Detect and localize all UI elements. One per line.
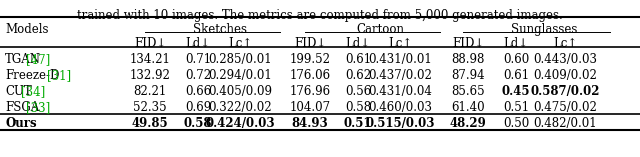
Text: 0.51: 0.51	[503, 101, 529, 114]
Text: 88.98: 88.98	[451, 53, 484, 66]
Text: Ld↓: Ld↓	[346, 37, 371, 50]
Text: 132.92: 132.92	[129, 69, 170, 82]
Text: 104.07: 104.07	[289, 101, 331, 114]
Text: [47]: [47]	[26, 53, 50, 66]
Text: 176.06: 176.06	[289, 69, 331, 82]
Text: 0.409/0.02: 0.409/0.02	[533, 69, 597, 82]
Text: 0.50: 0.50	[503, 117, 529, 130]
Text: 0.61: 0.61	[345, 53, 371, 66]
Text: Ours: Ours	[5, 117, 36, 130]
Text: 0.431/0.04: 0.431/0.04	[368, 85, 432, 98]
Text: Lc↑: Lc↑	[388, 37, 412, 50]
Text: 0.515/0.03: 0.515/0.03	[365, 117, 435, 130]
Text: 176.96: 176.96	[289, 85, 331, 98]
Text: 61.40: 61.40	[451, 101, 485, 114]
Text: 0.437/0.02: 0.437/0.02	[368, 69, 432, 82]
Text: 0.294/0.01: 0.294/0.01	[208, 69, 272, 82]
Text: 199.52: 199.52	[289, 53, 330, 66]
Text: Ld↓: Ld↓	[504, 37, 529, 50]
Text: 48.29: 48.29	[450, 117, 486, 130]
Text: Lc↑: Lc↑	[553, 37, 577, 50]
Text: [33]: [33]	[26, 101, 50, 114]
Text: Lc↑: Lc↑	[228, 37, 252, 50]
Text: 0.443/0.03: 0.443/0.03	[533, 53, 597, 66]
Text: 0.405/0.09: 0.405/0.09	[208, 85, 272, 98]
Text: Models: Models	[5, 23, 49, 36]
Text: 49.85: 49.85	[132, 117, 168, 130]
Text: 0.424/0.03: 0.424/0.03	[205, 117, 275, 130]
Text: FID↓: FID↓	[452, 37, 484, 50]
Text: FID↓: FID↓	[134, 37, 166, 50]
Text: 0.475/0.02: 0.475/0.02	[533, 101, 597, 114]
Text: 0.322/0.02: 0.322/0.02	[208, 101, 272, 114]
Text: 85.65: 85.65	[451, 85, 485, 98]
Text: Ld↓: Ld↓	[186, 37, 211, 50]
Text: Cartoon: Cartoon	[356, 23, 404, 36]
Text: 0.51: 0.51	[344, 117, 372, 130]
Text: 84.93: 84.93	[292, 117, 328, 130]
Text: 0.285/0.01: 0.285/0.01	[208, 53, 272, 66]
Text: 0.58: 0.58	[345, 101, 371, 114]
Text: trained with 10 images. The metrics are computed from 5,000 generated images.: trained with 10 images. The metrics are …	[77, 9, 563, 22]
Text: 0.482/0.01: 0.482/0.01	[533, 117, 597, 130]
Text: Sunglasses: Sunglasses	[511, 23, 577, 36]
Text: [31]: [31]	[47, 69, 71, 82]
Text: 0.460/0.03: 0.460/0.03	[368, 101, 432, 114]
Text: CUT: CUT	[5, 85, 32, 98]
Text: Freeze-D: Freeze-D	[5, 69, 60, 82]
Text: 0.431/0.01: 0.431/0.01	[368, 53, 432, 66]
Text: 0.62: 0.62	[345, 69, 371, 82]
Text: 134.21: 134.21	[129, 53, 170, 66]
Text: FSGA: FSGA	[5, 101, 39, 114]
Text: 0.69: 0.69	[185, 101, 211, 114]
Text: 0.56: 0.56	[345, 85, 371, 98]
Text: 0.587/0.02: 0.587/0.02	[531, 85, 600, 98]
Text: 0.45: 0.45	[502, 85, 531, 98]
Text: 82.21: 82.21	[133, 85, 166, 98]
Text: FID↓: FID↓	[294, 37, 326, 50]
Text: 0.66: 0.66	[185, 85, 211, 98]
Text: 87.94: 87.94	[451, 69, 485, 82]
Text: 0.71: 0.71	[185, 53, 211, 66]
Text: 0.58: 0.58	[184, 117, 212, 130]
Text: 0.60: 0.60	[503, 53, 529, 66]
Text: TGAN: TGAN	[5, 53, 41, 66]
Text: 0.72: 0.72	[185, 69, 211, 82]
Text: 52.35: 52.35	[133, 101, 167, 114]
Text: [34]: [34]	[20, 85, 45, 98]
Text: 0.61: 0.61	[503, 69, 529, 82]
Text: Sketches: Sketches	[193, 23, 247, 36]
